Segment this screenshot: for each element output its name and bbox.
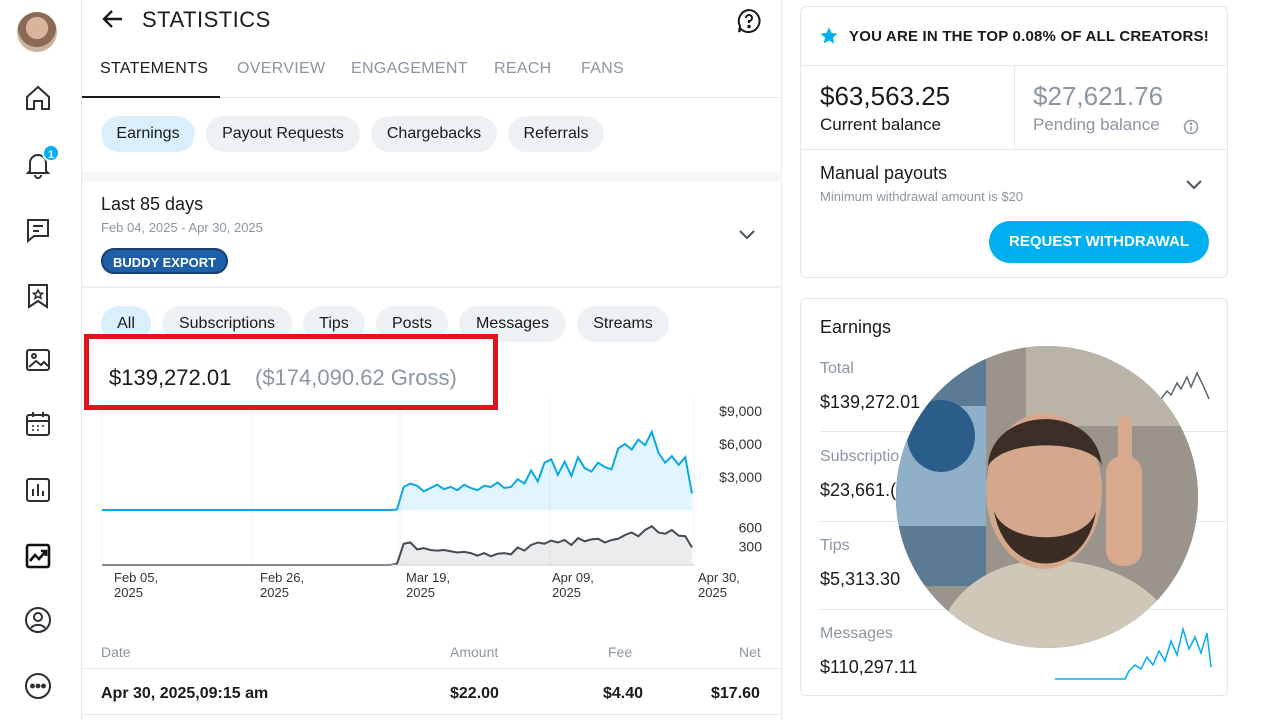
table-divider xyxy=(82,714,782,715)
top-bar: STATISTICS xyxy=(82,0,782,40)
earnings-line xyxy=(102,429,693,511)
x-tick-label: Apr 09, 2025 xyxy=(552,570,594,600)
page-title: STATISTICS xyxy=(142,7,271,32)
help-icon[interactable] xyxy=(736,8,762,34)
info-icon[interactable] xyxy=(1183,119,1199,135)
earnings-chart: $9,000 $6,000 $3,000 600 300 Feb 05, 2025 Feb 2… xyxy=(101,398,763,600)
date-range-dates: Feb 04, 2025 - Apr 30, 2025 xyxy=(101,220,263,235)
column-amount: Amount xyxy=(450,644,499,660)
tab-reach[interactable]: REACH xyxy=(494,60,552,77)
icon-rail: 1 xyxy=(0,0,82,720)
avatar[interactable] xyxy=(17,12,57,52)
presenter-video xyxy=(896,346,1198,648)
star-icon xyxy=(819,26,839,46)
row-fee: $4.40 xyxy=(603,685,644,702)
calendar-icon[interactable] xyxy=(22,408,54,440)
statement-type-chargebacks[interactable]: Chargebacks xyxy=(371,116,497,152)
x-tick-label: Mar 19, 2025 xyxy=(406,570,450,600)
gross-total: ($174,090.62 Gross) xyxy=(255,365,457,390)
buddy-export-badge[interactable]: BUDDY EXPORT xyxy=(101,248,229,274)
balance-card: YOU ARE IN THE TOP 0.08% OF ALL CREATORS… xyxy=(800,6,1228,278)
statistics-icon[interactable] xyxy=(22,540,54,572)
y-tick-label: 600 xyxy=(739,520,763,536)
current-balance-label: Current balance xyxy=(820,115,941,134)
earnings-total-label: Total xyxy=(820,360,854,377)
tab-fans[interactable]: FANS xyxy=(581,60,624,77)
tab-engagement[interactable]: ENGAGEMENT xyxy=(351,60,468,77)
back-arrow-icon[interactable] xyxy=(100,6,126,32)
divider xyxy=(1014,65,1015,149)
column-net: Net xyxy=(739,644,761,660)
webcam-overlay xyxy=(896,346,1198,648)
collections-icon[interactable] xyxy=(22,280,54,312)
y-tick-label: $9,000 xyxy=(719,403,762,419)
row-net: $17.60 xyxy=(711,685,760,702)
y-tick-label: $6,000 xyxy=(719,436,762,452)
statements-icon[interactable] xyxy=(22,474,54,506)
section-divider xyxy=(82,172,782,182)
request-withdrawal-button[interactable]: REQUEST WITHDRAWAL xyxy=(989,221,1209,263)
active-tab-indicator xyxy=(82,96,220,98)
earnings-subscriptions-value: $23,661.( xyxy=(820,480,897,500)
earnings-area xyxy=(102,431,692,510)
column-date: Date xyxy=(101,644,131,660)
top-creator-banner: YOU ARE IN THE TOP 0.08% OF ALL CREATORS… xyxy=(849,28,1209,45)
earnings-title: Earnings xyxy=(820,317,892,337)
divider xyxy=(801,149,1227,150)
vault-icon[interactable] xyxy=(22,344,54,376)
statistics-panel: STATISTICS STATEMENTS OVERVIEW ENGAGEMEN… xyxy=(82,0,782,720)
statement-type-earnings[interactable]: Earnings xyxy=(101,116,195,152)
earnings-tips-label: Tips xyxy=(820,537,850,554)
pending-balance-amount: $27,621.76 xyxy=(1033,81,1164,111)
more-icon[interactable] xyxy=(22,670,54,702)
table-divider xyxy=(82,668,782,669)
statement-type-referrals[interactable]: Referrals xyxy=(508,116,604,152)
earnings-tips-value: $5,313.30 xyxy=(820,569,901,589)
earnings-total-value: $139,272.01 xyxy=(820,392,921,412)
total-sparkline xyxy=(1161,371,1210,400)
notification-count-badge: 1 xyxy=(42,144,60,162)
home-icon[interactable] xyxy=(22,82,54,114)
net-total: $139,272.01 xyxy=(109,365,232,390)
tab-statements[interactable]: STATEMENTS xyxy=(100,60,209,77)
pending-balance-label: Pending balance xyxy=(1033,115,1160,134)
manual-payouts-subtitle: Minimum withdrawal amount is $20 xyxy=(820,189,1024,204)
earnings-messages-label: Messages xyxy=(820,625,893,642)
total-earnings-highlight: $139,272.01 ($174,090.62 Gross) xyxy=(84,334,498,410)
y-tick-label: $3,000 xyxy=(719,469,762,485)
bell-icon[interactable] xyxy=(22,148,54,180)
chevron-down-icon[interactable] xyxy=(736,223,758,245)
row-amount: $22.00 xyxy=(450,685,499,702)
profile-icon[interactable] xyxy=(22,604,54,636)
chevron-down-icon[interactable] xyxy=(1183,173,1205,195)
count-area xyxy=(102,526,692,565)
row-date: Apr 30, 2025,09:15 am xyxy=(101,685,269,702)
filter-streams[interactable]: Streams xyxy=(577,306,669,342)
section-divider xyxy=(82,286,782,288)
manual-payouts-title: Manual payouts xyxy=(820,163,948,183)
messages-icon[interactable] xyxy=(22,214,54,246)
column-fee: Fee xyxy=(608,644,633,660)
tab-overview[interactable]: OVERVIEW xyxy=(237,60,326,77)
date-range-title: Last 85 days xyxy=(101,194,204,214)
x-tick-label: Feb 05, 2025 xyxy=(114,570,158,600)
earnings-messages-value: $110,297.11 xyxy=(820,657,918,677)
x-tick-label: Apr 30, 2025 xyxy=(698,570,740,600)
y-tick-label: 300 xyxy=(739,538,763,554)
messages-sparkline xyxy=(1055,626,1212,680)
current-balance-amount: $63,563.25 xyxy=(820,81,951,111)
x-tick-label: Feb 26, 2025 xyxy=(260,570,304,600)
earnings-subscriptions-label: Subscriptio xyxy=(820,448,900,465)
statistics-tabs: STATEMENTS OVERVIEW ENGAGEMENT REACH FAN… xyxy=(82,52,782,98)
statement-type-payout-requests[interactable]: Payout Requests xyxy=(206,116,360,152)
